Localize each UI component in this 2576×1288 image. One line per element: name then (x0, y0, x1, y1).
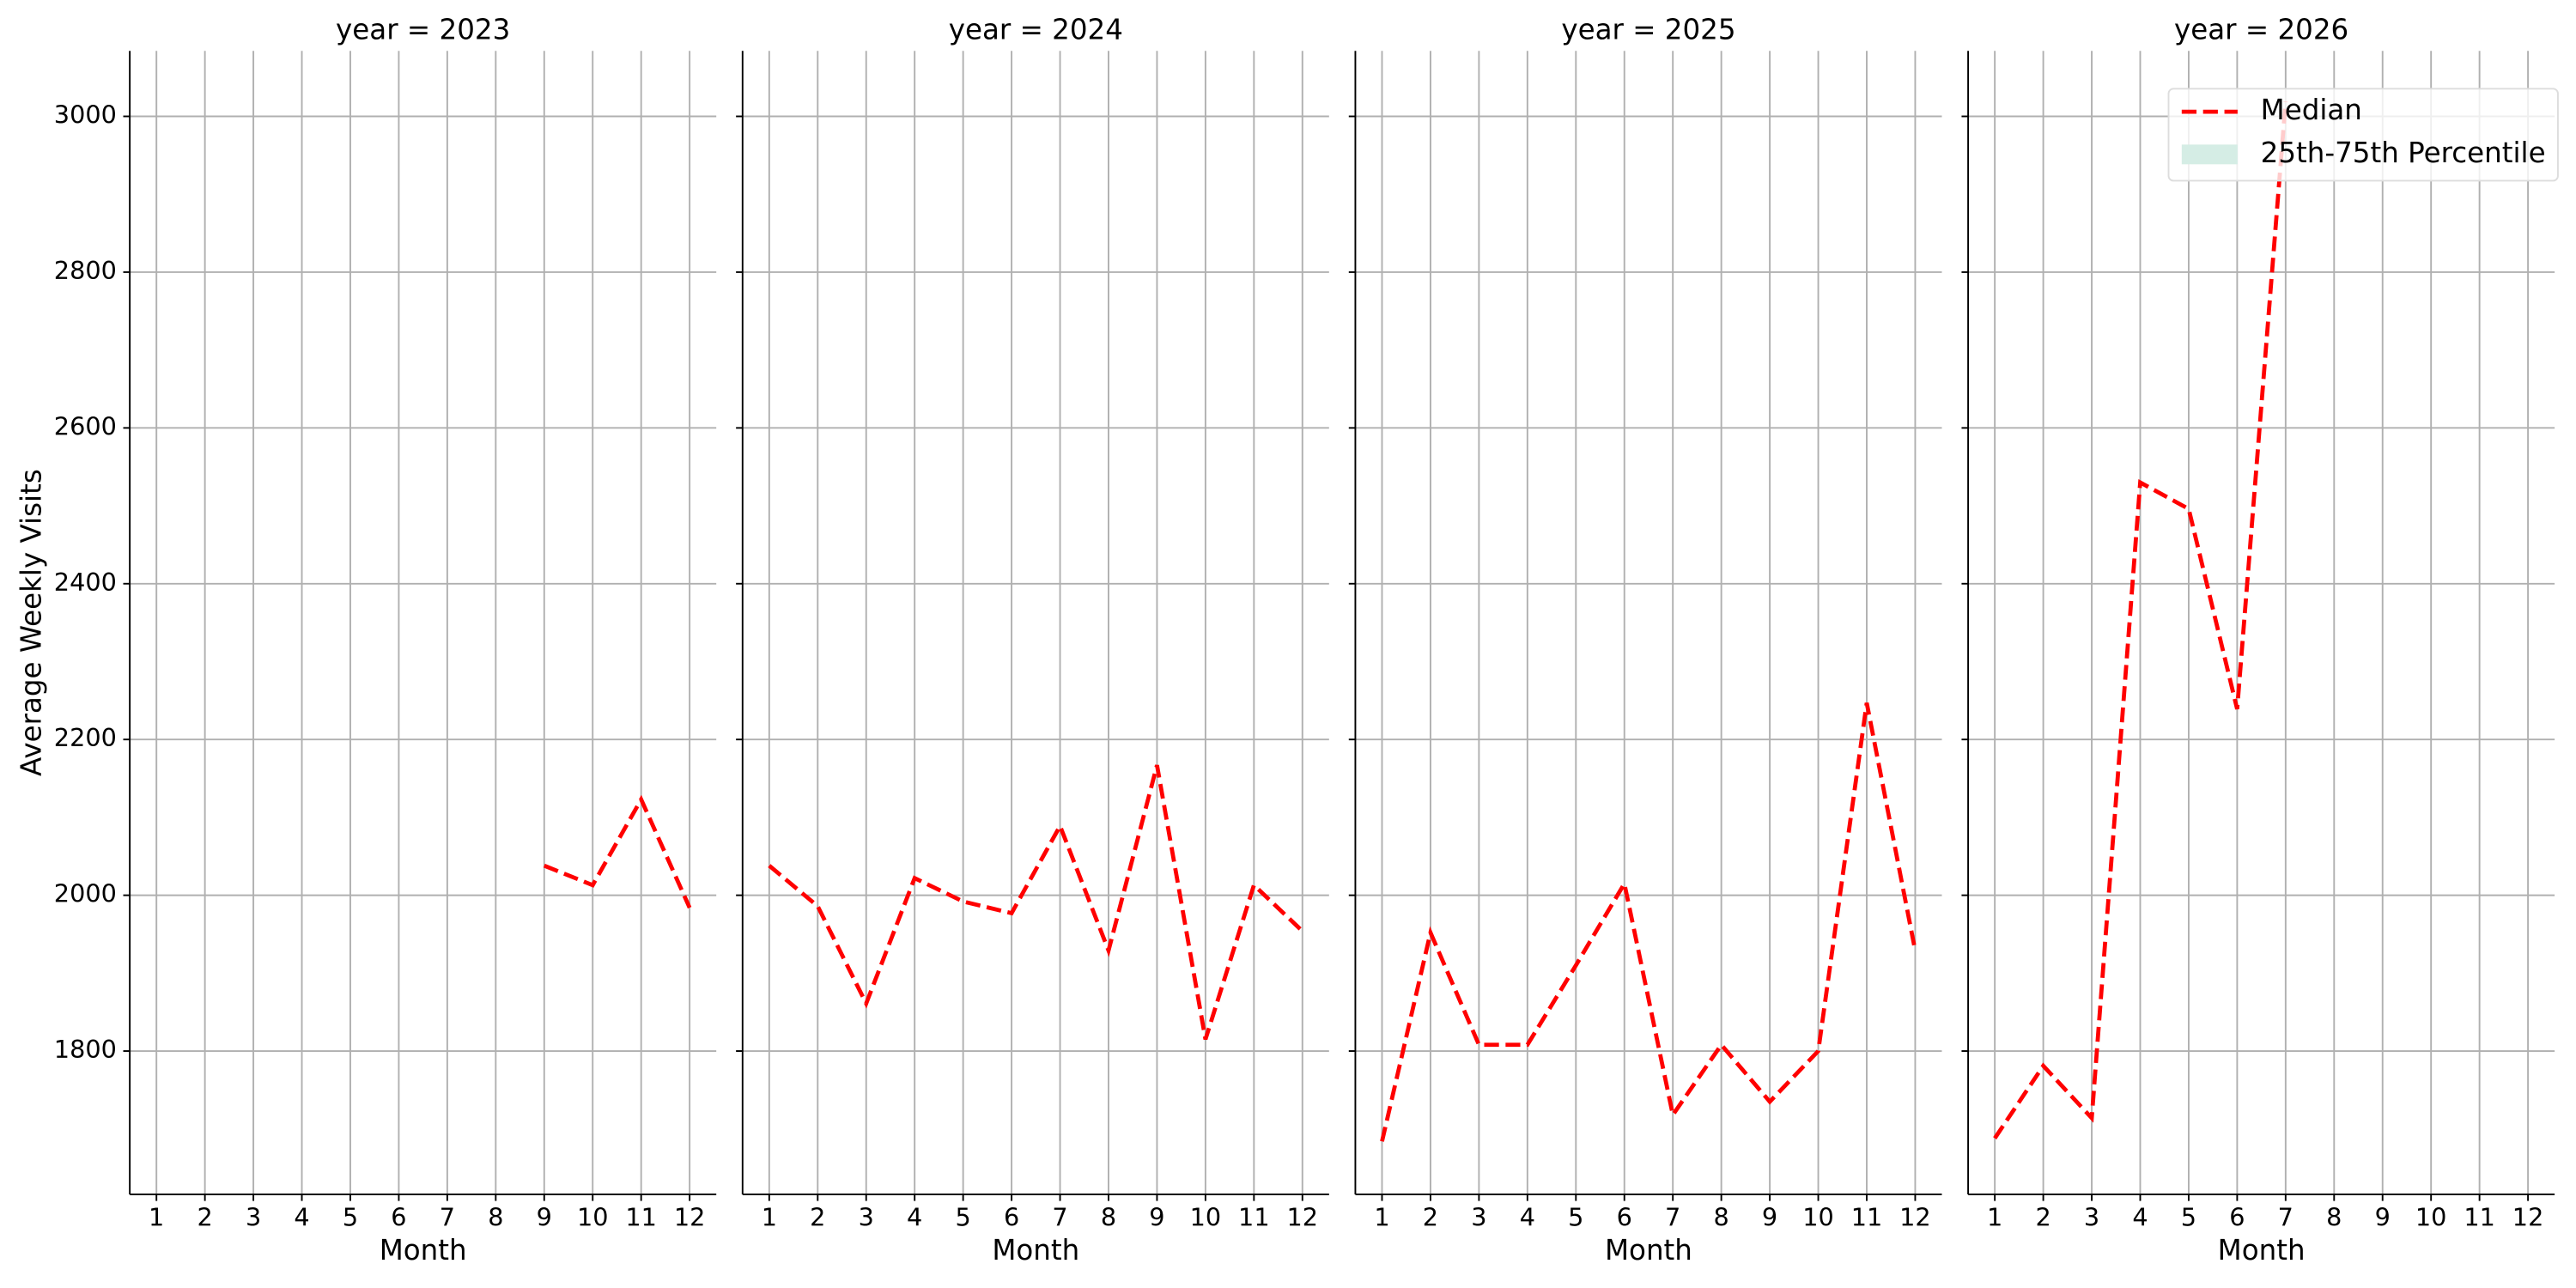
x-tick-label: 2 (197, 1203, 213, 1232)
x-tick-label: 4 (2132, 1203, 2148, 1232)
x-tick-label: 9 (537, 1203, 552, 1232)
x-axis-label: Month (1605, 1234, 1692, 1267)
x-tick-label: 1 (1987, 1203, 2002, 1232)
x-axis-label: Month (992, 1234, 1079, 1267)
x-tick-label: 2 (1423, 1203, 1438, 1232)
y-tick-label: 2000 (54, 879, 117, 908)
x-tick-label: 10 (1802, 1203, 1834, 1232)
x-tick-label: 3 (2084, 1203, 2099, 1232)
panel-title: year = 2023 (336, 13, 510, 46)
x-tick-label: 6 (1004, 1203, 1019, 1232)
x-tick-label: 10 (577, 1203, 609, 1232)
x-tick-label: 7 (2278, 1203, 2293, 1232)
x-tick-label: 4 (1520, 1203, 1535, 1232)
y-tick-label: 2600 (54, 411, 117, 440)
x-tick-label: 5 (1568, 1203, 1583, 1232)
x-tick-label: 10 (1190, 1203, 1222, 1232)
panel-title: year = 2026 (2174, 13, 2348, 46)
legend-box (2167, 88, 2559, 182)
x-tick-label: 2 (810, 1203, 825, 1232)
x-tick-label: 11 (1851, 1203, 1883, 1232)
x-axis-label: Month (2218, 1234, 2306, 1267)
x-tick-label: 6 (1617, 1203, 1632, 1232)
median-line (1380, 702, 1917, 1142)
x-tick-label: 8 (1101, 1203, 1116, 1232)
y-tick-label: 3000 (54, 100, 117, 130)
x-tick-label: 9 (1762, 1203, 1777, 1232)
y-tick-label: 2200 (54, 723, 117, 752)
x-axis-label: Month (380, 1234, 467, 1267)
y-tick-label: 2800 (54, 256, 117, 285)
legend: Median 25th-75th Percentile (2167, 88, 2559, 182)
x-tick-label: 7 (1665, 1203, 1680, 1232)
x-tick-label: 5 (956, 1203, 971, 1232)
x-tick-label: 10 (2415, 1203, 2447, 1232)
y-axis-label: Average Weekly Visits (15, 469, 47, 776)
legend-label: 25th-75th Percentile (2261, 137, 2546, 169)
x-tick-label: 9 (1149, 1203, 1164, 1232)
x-tick-label: 12 (674, 1203, 706, 1232)
x-tick-label: 5 (2181, 1203, 2196, 1232)
y-tick-label: 2400 (54, 568, 117, 597)
x-tick-label: 1 (149, 1203, 164, 1232)
x-tick-label: 8 (488, 1203, 503, 1232)
x-tick-label: 8 (2326, 1203, 2342, 1232)
x-tick-label: 4 (907, 1203, 922, 1232)
y-tick-label: 1800 (54, 1035, 117, 1064)
x-tick-label: 7 (1052, 1203, 1067, 1232)
x-tick-label: 6 (391, 1203, 406, 1232)
x-tick-label: 11 (1238, 1203, 1270, 1232)
x-tick-label: 1 (1374, 1203, 1389, 1232)
median-line (768, 764, 1304, 1041)
x-tick-label: 5 (343, 1203, 358, 1232)
x-tick-label: 3 (859, 1203, 874, 1232)
x-tick-label: 4 (294, 1203, 309, 1232)
x-tick-label: 8 (1714, 1203, 1729, 1232)
x-tick-label: 12 (1287, 1203, 1319, 1232)
x-tick-label: 9 (2375, 1203, 2391, 1232)
median-line (543, 794, 692, 909)
x-tick-label: 7 (440, 1203, 455, 1232)
x-tick-label: 3 (1471, 1203, 1486, 1232)
panel-title: year = 2024 (949, 13, 1123, 46)
x-tick-label: 2 (2035, 1203, 2050, 1232)
x-tick-label: 3 (246, 1203, 261, 1232)
median-line (1993, 101, 2288, 1139)
panel-title: year = 2025 (1561, 13, 1735, 46)
legend-swatch (2181, 144, 2238, 165)
x-tick-label: 1 (762, 1203, 777, 1232)
x-tick-label: 11 (625, 1203, 657, 1232)
x-tick-label: 12 (2512, 1203, 2544, 1232)
x-tick-label: 6 (2229, 1203, 2245, 1232)
x-tick-label: 11 (2464, 1203, 2495, 1232)
legend-label: Median (2261, 94, 2362, 126)
x-tick-label: 12 (1899, 1203, 1931, 1232)
